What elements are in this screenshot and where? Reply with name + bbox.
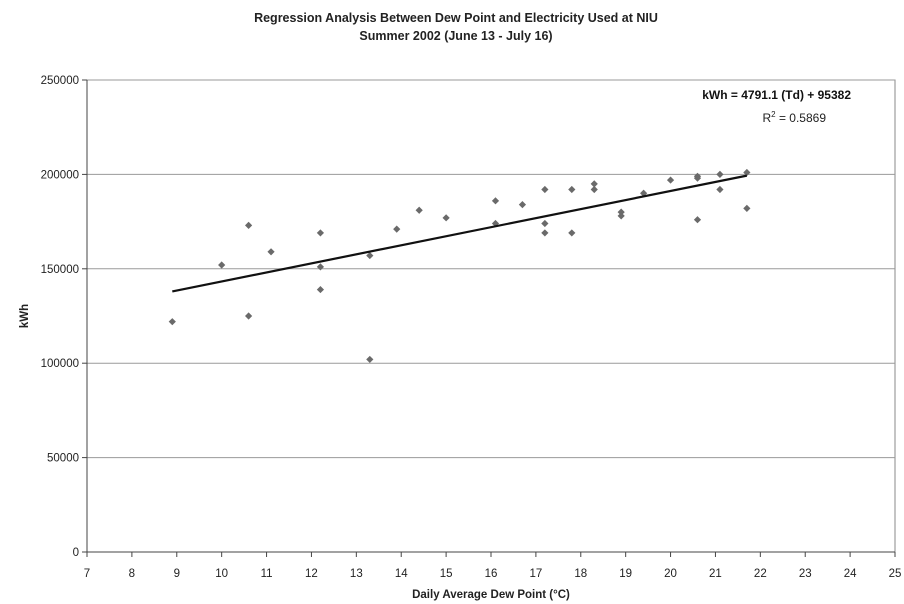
data-point	[518, 201, 527, 209]
x-tick-label: 7	[84, 568, 90, 580]
chart-subtitle: Summer 2002 (June 13 - July 16)	[359, 29, 552, 43]
y-tick-label: 100000	[41, 358, 79, 370]
x-tick-label: 9	[174, 568, 180, 580]
data-point	[366, 355, 374, 364]
y-tick-label: 0	[73, 547, 79, 559]
x-tick-label: 21	[709, 568, 722, 580]
x-tick-label: 14	[395, 568, 408, 580]
data-point	[590, 185, 598, 194]
x-tick-label: 19	[619, 568, 632, 580]
x-axis-ticks: 7 8 9 10 11 12 13 14 15 16 17 18 19 20 21 22 23 24 25	[84, 552, 902, 580]
r-squared-exponent: 2	[771, 110, 776, 119]
data-point	[393, 225, 401, 233]
data-point	[617, 208, 625, 216]
data-point	[541, 185, 549, 194]
x-tick-label: 22	[754, 568, 767, 580]
y-tick-label: 50000	[47, 453, 79, 465]
data-point	[316, 229, 325, 237]
data-point	[245, 221, 253, 229]
x-tick-label: 23	[799, 568, 812, 580]
data-point	[316, 263, 325, 271]
x-tick-label: 13	[350, 568, 363, 580]
x-tick-label: 16	[485, 568, 498, 580]
regression-trendline	[172, 174, 748, 293]
x-tick-label: 15	[440, 568, 453, 580]
x-axis-title: Daily Average Dew Point (°C)	[412, 589, 570, 601]
data-point	[693, 216, 702, 224]
data-point	[541, 219, 549, 228]
y-axis-title: kWh	[19, 304, 31, 328]
y-tick-label: 250000	[41, 75, 79, 87]
x-tick-label: 11	[261, 568, 273, 580]
x-tick-label: 10	[215, 568, 228, 580]
y-axis-ticks: 0 50000 100000 150000 200000 250000	[41, 75, 87, 559]
data-point	[491, 197, 500, 205]
data-point	[693, 174, 702, 182]
x-tick-label: 12	[305, 568, 318, 580]
x-tick-label: 8	[129, 568, 135, 580]
x-tick-label: 20	[664, 568, 677, 580]
data-point	[743, 168, 751, 177]
y-tick-label: 200000	[41, 169, 79, 181]
x-tick-label: 17	[529, 568, 542, 580]
regression-equation: kWh = 4791.1 (Td) + 95382	[702, 88, 851, 102]
data-point	[316, 285, 325, 294]
data-point	[415, 206, 423, 214]
r-squared-value: = 0.5869	[776, 111, 827, 125]
data-point	[442, 214, 450, 222]
data-point	[666, 176, 675, 184]
data-point	[168, 318, 176, 326]
r-squared-symbol: R	[762, 111, 771, 125]
data-point	[568, 185, 576, 194]
chart-title: Regression Analysis Between Dew Point an…	[254, 11, 658, 25]
data-point	[640, 189, 648, 197]
data-point	[716, 185, 724, 194]
data-point	[617, 212, 625, 220]
x-tick-label: 18	[574, 568, 587, 580]
data-point	[743, 204, 751, 212]
y-tick-label: 150000	[41, 264, 79, 276]
x-tick-label: 24	[844, 568, 857, 580]
data-point	[366, 251, 374, 260]
data-point	[267, 248, 275, 256]
data-point	[245, 312, 253, 320]
r-squared-label: R2 = 0.5869	[762, 110, 826, 125]
data-point	[568, 229, 576, 237]
data-point	[541, 229, 549, 237]
data-point	[716, 170, 724, 178]
data-points	[168, 168, 751, 364]
plot-area	[86, 79, 896, 553]
gridlines	[87, 79, 895, 459]
x-tick-label: 25	[889, 568, 902, 580]
data-point	[218, 261, 226, 269]
data-point	[590, 180, 598, 188]
